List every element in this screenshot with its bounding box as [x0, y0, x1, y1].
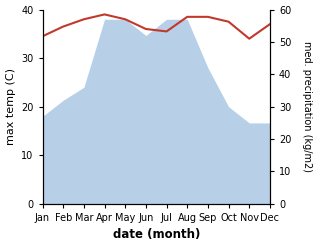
Y-axis label: med. precipitation (kg/m2): med. precipitation (kg/m2): [302, 41, 313, 172]
X-axis label: date (month): date (month): [113, 228, 200, 242]
Y-axis label: max temp (C): max temp (C): [5, 68, 16, 145]
